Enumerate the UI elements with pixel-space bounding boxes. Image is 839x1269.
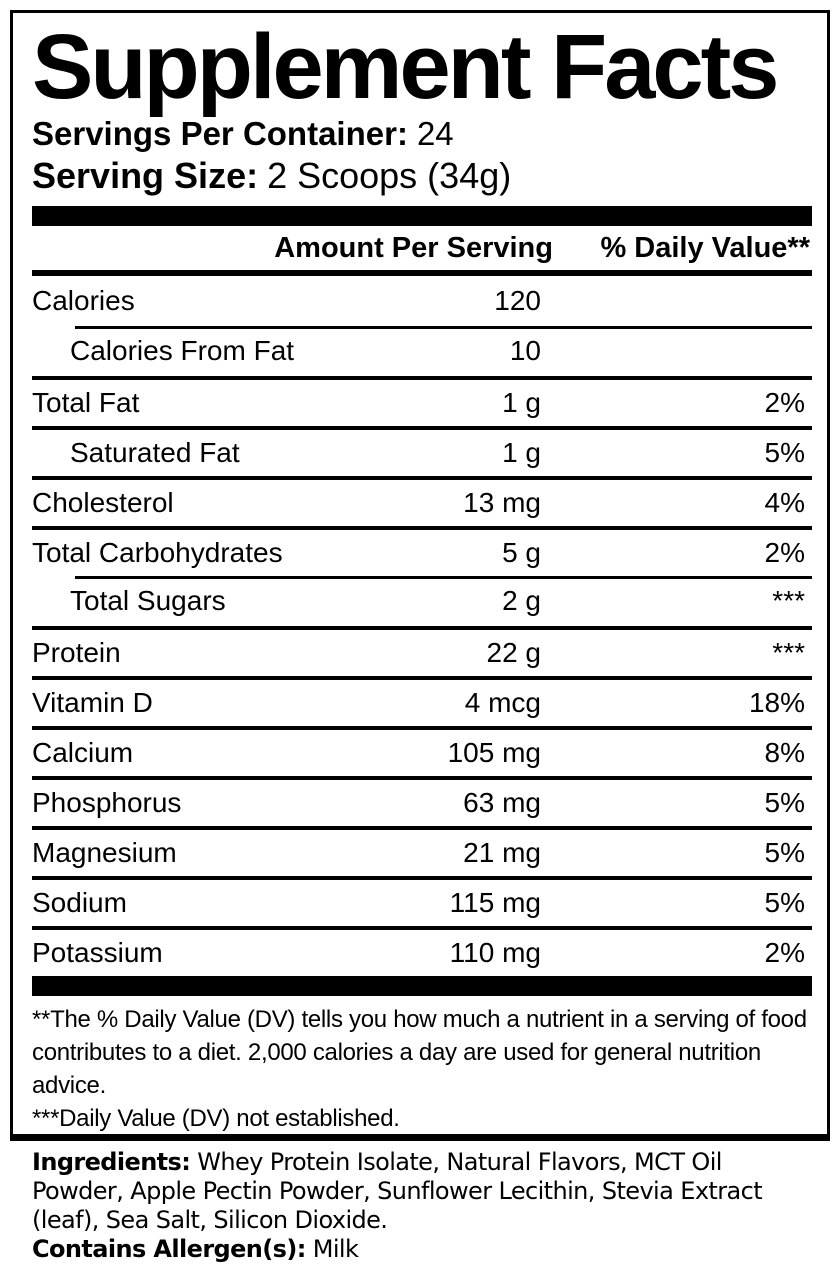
nutrient-amount: 120 <box>494 285 541 317</box>
daily-value-header: % Daily Value** <box>600 231 810 264</box>
ingredients-line: Ingredients: Whey Protein Isolate, Natura… <box>32 1148 812 1235</box>
nutrient-daily-value: *** <box>772 585 805 617</box>
nutrient-amount: 63 mg <box>463 787 541 819</box>
nutrient-row-total-fat: Total Fat 1 g 2% <box>32 376 812 426</box>
nutrient-amount: 21 mg <box>463 837 541 869</box>
nutrient-name: Vitamin D <box>32 687 153 719</box>
nutrient-name: Sodium <box>32 887 127 919</box>
nutrient-amount: 22 g <box>486 637 542 669</box>
nutrient-name: Total Fat <box>32 387 140 419</box>
daily-value-footnote: **The % Daily Value (DV) tells you how m… <box>32 1006 807 1100</box>
nutrient-daily-value: 2% <box>764 387 805 419</box>
nutrient-daily-value: 5% <box>764 837 805 869</box>
nutrient-amount: 10 <box>509 335 541 367</box>
nutrient-name: Magnesium <box>32 837 177 869</box>
nutrient-row-sodium: Sodium 115 mg 5% <box>32 876 812 926</box>
nutrient-name: Protein <box>32 637 121 669</box>
nutrient-row-phosphorus: Phosphorus 63 mg 5% <box>32 776 812 826</box>
nutrient-daily-value: 5% <box>764 437 805 469</box>
panel-title: Supplement Facts <box>32 16 779 118</box>
serving-size-value: 2 Scoops (34g) <box>267 155 512 197</box>
nutrient-name: Saturated Fat <box>70 437 240 469</box>
footnotes-section: **The % Daily Value (DV) tells you how m… <box>32 1003 812 1134</box>
nutrient-name: Potassium <box>32 937 163 969</box>
nutrient-amount: 2 g <box>502 585 541 617</box>
servings-per-container-value: 24 <box>416 115 454 153</box>
nutrient-name: Total Carbohydrates <box>32 537 283 569</box>
nutrient-row-calories-from-fat: Calories From Fat 10 <box>32 326 812 376</box>
nutrient-table: Calories 120 Calories From Fat 10 Total Fat 1… <box>32 276 812 976</box>
nutrient-row-protein: Protein 22 g *** <box>32 626 812 676</box>
nutrient-daily-value: *** <box>772 637 805 669</box>
dv-not-established-footnote: ***Daily Value (DV) not established. <box>32 1105 400 1133</box>
nutrient-amount: 1 g <box>502 437 541 469</box>
nutrient-amount: 105 mg <box>447 737 541 769</box>
divider-bar-top <box>32 206 812 227</box>
header-divider-line <box>32 270 812 277</box>
amount-per-serving-header: Amount Per Serving <box>274 231 553 264</box>
allergen-value: Milk <box>312 1235 359 1263</box>
nutrient-name: Calories From Fat <box>70 335 295 367</box>
nutrient-daily-value: 2% <box>764 537 805 569</box>
nutrient-amount: 4 mcg <box>464 687 541 719</box>
nutrient-name: Phosphorus <box>32 787 182 819</box>
nutrient-amount: 1 g <box>502 387 541 419</box>
nutrient-row-total-sugars: Total Sugars 2 g *** <box>32 576 812 626</box>
nutrient-amount: 13 mg <box>463 487 541 519</box>
nutrient-row-calories: Calories 120 <box>32 276 812 326</box>
nutrient-daily-value: 5% <box>764 887 805 919</box>
facts-panel: Supplement Facts Servings Per Container:… <box>10 10 830 1141</box>
nutrient-name: Calcium <box>32 737 134 769</box>
nutrient-daily-value: 8% <box>764 737 805 769</box>
allergen-label: Contains Allergen(s): <box>32 1235 306 1263</box>
serving-size-line: Serving Size: 2 Scoops (34g) <box>32 154 812 198</box>
nutrient-row-cholesterol: Cholesterol 13 mg 4% <box>32 476 812 526</box>
divider-bar-bottom <box>32 976 812 997</box>
nutrient-row-potassium: Potassium 110 mg 2% <box>32 926 812 976</box>
allergen-line: Contains Allergen(s): Milk <box>32 1235 812 1264</box>
ingredients-text: Whey Protein Isolate, Natural Flavors, M… <box>32 1148 763 1234</box>
nutrient-amount: 115 mg <box>449 887 541 919</box>
nutrient-daily-value: 4% <box>764 487 805 519</box>
nutrient-name: Calories <box>32 285 135 317</box>
nutrient-row-total-carbohydrates: Total Carbohydrates 5 g 2% <box>32 526 812 576</box>
nutrient-row-calcium: Calcium 105 mg 8% <box>32 726 812 776</box>
nutrient-amount: 5 g <box>502 537 541 569</box>
ingredients-label: Ingredients: <box>32 1148 191 1176</box>
nutrient-row-saturated-fat: Saturated Fat 1 g 5% <box>32 426 812 476</box>
nutrient-amount: 110 mg <box>449 937 541 969</box>
servings-per-container-label: Servings Per Container: <box>32 115 408 153</box>
nutrient-daily-value: 18% <box>748 687 805 719</box>
table-header-row: Amount Per Serving % Daily Value** <box>32 226 812 270</box>
nutrient-daily-value: 2% <box>764 937 805 969</box>
serving-size-label: Serving Size: <box>32 155 259 197</box>
nutrient-name: Cholesterol <box>32 487 174 519</box>
ingredients-section: Ingredients: Whey Protein Isolate, Natura… <box>32 1148 812 1264</box>
servings-per-container-line: Servings Per Container: 24 <box>32 114 812 154</box>
nutrient-row-magnesium: Magnesium 21 mg 5% <box>32 826 812 876</box>
nutrient-row-vitamin-d: Vitamin D 4 mcg 18% <box>32 676 812 726</box>
nutrient-daily-value: 5% <box>764 787 805 819</box>
nutrient-name: Total Sugars <box>70 585 226 617</box>
